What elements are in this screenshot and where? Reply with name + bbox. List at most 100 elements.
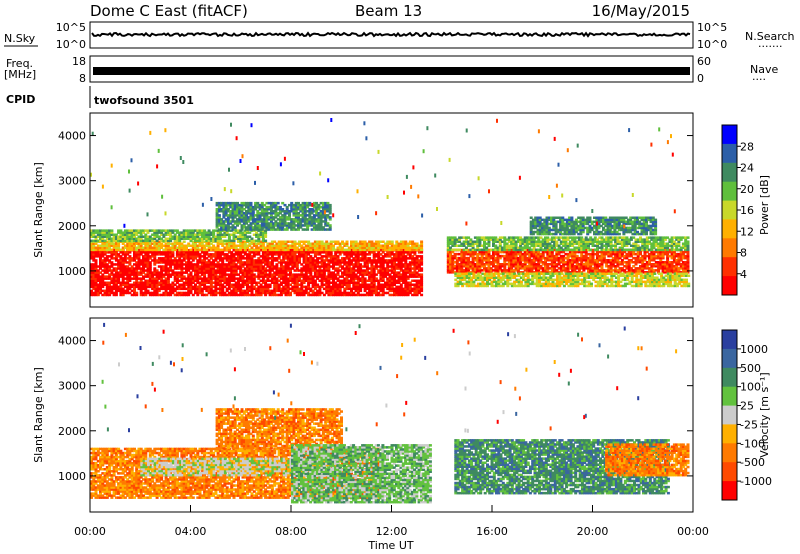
data-cell: [393, 246, 396, 249]
data-cell: [347, 283, 351, 286]
data-cell: [460, 254, 464, 258]
data-cell: [399, 255, 403, 258]
data-cell: [221, 293, 225, 297]
data-cell: [446, 267, 450, 270]
data-cell: [361, 283, 365, 286]
data-cell: [224, 220, 228, 223]
data-cell: [227, 261, 231, 264]
data-cell: [207, 271, 211, 274]
data-cell: [169, 289, 173, 293]
data-cell: [157, 261, 161, 264]
data-cell: [257, 239, 261, 243]
data-cell: [237, 267, 240, 270]
data-cell: [307, 265, 311, 268]
data-cell: [372, 285, 376, 289]
data-cell: [142, 246, 145, 249]
data-cell: [105, 281, 109, 284]
data-cell: [185, 253, 188, 256]
data-cell: [455, 259, 459, 262]
data-cell: [326, 201, 330, 205]
data-cell: [374, 287, 378, 291]
data-cell: [239, 259, 243, 262]
data-cell: [126, 246, 130, 249]
data-cell: [157, 246, 161, 249]
data-cell: [370, 275, 374, 278]
data-cell: [336, 293, 340, 297]
data-cell: [302, 281, 306, 284]
data-cell: [221, 271, 225, 274]
data-cell: [178, 237, 182, 240]
data-cell: [243, 269, 247, 272]
data-cell: [103, 269, 107, 272]
data-cell: [232, 283, 236, 286]
data-cell: [478, 252, 482, 256]
data-cell: [328, 210, 332, 213]
data-cell: [411, 287, 415, 291]
data-cell: [307, 257, 311, 260]
data-cell: [137, 253, 141, 256]
data-cell: [261, 281, 265, 284]
data-cell: [326, 224, 330, 227]
data-cell: [372, 279, 376, 282]
data-cell: [259, 287, 263, 291]
data-cell: [304, 271, 308, 274]
data-cell: [237, 277, 240, 280]
data-cell: [207, 233, 211, 236]
data-cell: [198, 255, 202, 258]
data-cell: [496, 265, 500, 268]
data-cell: [191, 251, 195, 254]
data-cell: [402, 277, 406, 280]
data-cell: [248, 273, 252, 276]
data-cell: [133, 289, 136, 293]
data-cell: [220, 222, 224, 225]
data-cell: [395, 287, 399, 291]
data-cell: [295, 287, 299, 291]
data-cell: [319, 210, 323, 213]
data-cell: [363, 261, 367, 264]
data-cell: [388, 255, 392, 258]
data-cell: [264, 279, 268, 282]
data-cell: [393, 244, 396, 247]
data-cell: [381, 277, 385, 280]
data-cell: [390, 251, 394, 254]
data-cell: [388, 279, 392, 282]
data-cell: [157, 283, 161, 286]
data-cell: [537, 269, 541, 272]
data-cell: [322, 255, 326, 258]
data-cell: [121, 237, 125, 240]
data-cell: [476, 261, 480, 264]
data-cell: [281, 201, 285, 205]
data-cell: [189, 263, 193, 266]
data-cell: [243, 281, 247, 284]
data-cell: [275, 269, 279, 272]
data-cell: [402, 281, 406, 284]
data-cell: [171, 259, 175, 262]
data-cell: [257, 259, 261, 262]
data-cell: [222, 201, 226, 205]
data-cell: [263, 224, 267, 227]
data-cell: [334, 251, 338, 254]
data-cell: [171, 261, 175, 264]
data-cell: [121, 269, 125, 272]
data-cell: [214, 255, 218, 258]
data-cell: [246, 255, 249, 258]
data-cell: [259, 249, 263, 252]
data-cell: [246, 271, 249, 274]
data-cell: [139, 231, 143, 234]
data-cell: [90, 267, 93, 270]
data-cell: [269, 216, 273, 219]
data-cell: [494, 269, 498, 272]
data-cell: [207, 277, 211, 280]
data-cell: [259, 244, 263, 247]
data-cell: [226, 218, 230, 221]
data-cell: [227, 287, 231, 291]
data-cell: [160, 253, 164, 256]
data-cell: [103, 251, 107, 254]
data-cell: [142, 271, 145, 274]
data-cell: [302, 277, 306, 280]
data-cell: [361, 265, 365, 268]
data-cell: [105, 291, 109, 295]
data-cell: [182, 244, 186, 247]
data-cell: [243, 261, 247, 264]
data-cell: [476, 256, 480, 260]
